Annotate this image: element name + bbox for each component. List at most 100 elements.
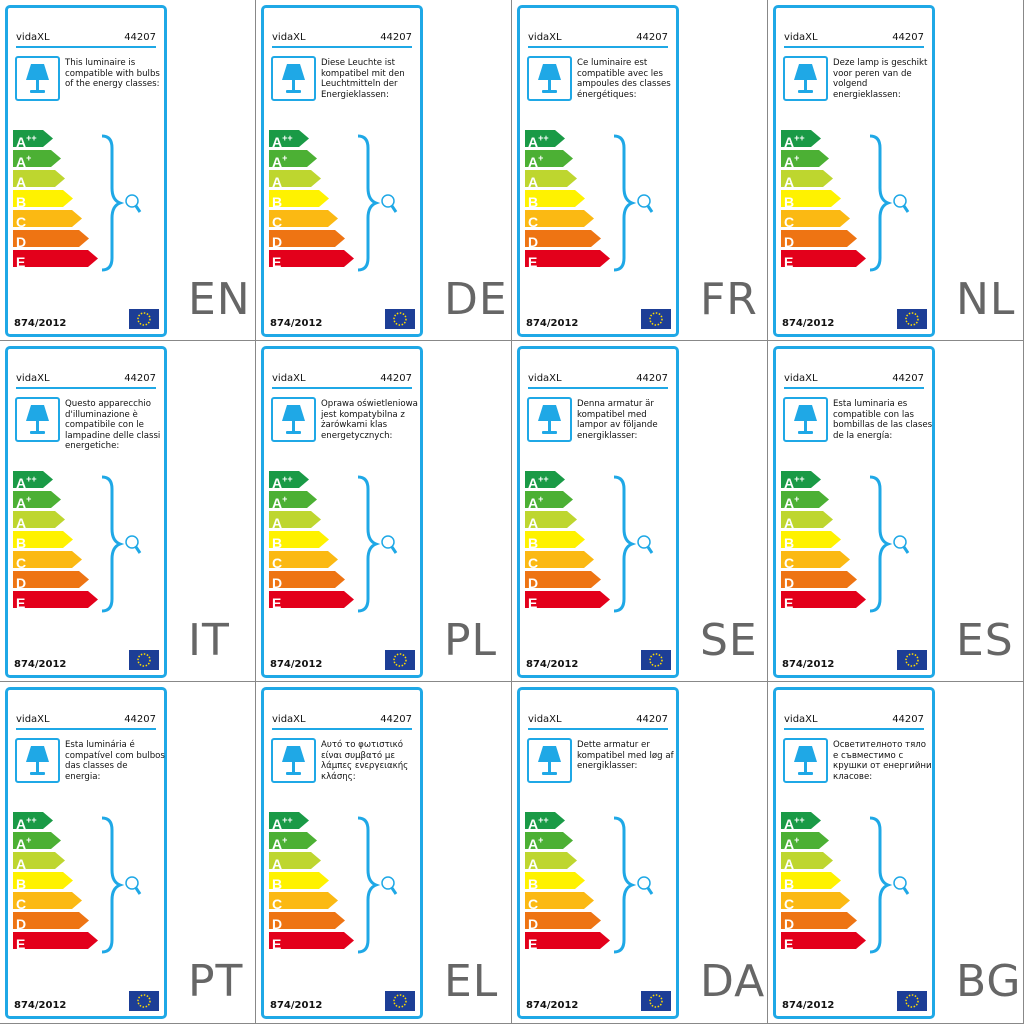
lamp-icon — [527, 738, 572, 783]
energy-class-bar: A+ — [525, 832, 573, 849]
regulation-number: 874/2012 — [14, 1000, 67, 1011]
eu-flag-icon — [129, 991, 159, 1011]
compatibility-text: Αυτό το φωτιστικό είναι συμβατό με λάμπε… — [321, 740, 409, 782]
label-cell-nl: vidaXL 44207 Deze lamp is geschikt voor p… — [768, 0, 1024, 341]
product-code: 44207 — [892, 373, 924, 384]
compatibility-text: Deze lamp is geschikt voor peren van de … — [833, 58, 928, 100]
brace-bulb-icon — [357, 816, 398, 954]
energy-class-bar: E — [269, 591, 354, 608]
language-code: NL — [956, 274, 1016, 325]
energy-class-bar: C — [269, 892, 338, 909]
lamp-icon — [783, 56, 828, 101]
energy-class-bar: A++ — [525, 812, 565, 829]
energy-class-bar: B — [13, 190, 73, 207]
language-code: DA — [700, 956, 766, 1007]
energy-class-bar: B — [781, 190, 841, 207]
lamp-icon — [15, 56, 60, 101]
label-header: vidaXL 44207 — [528, 32, 668, 48]
energy-class-bar: D — [13, 571, 89, 588]
energy-class-bar: C — [525, 892, 594, 909]
energy-class-bar: C — [781, 892, 850, 909]
energy-class-bar: A+ — [781, 832, 829, 849]
brand: vidaXL — [784, 32, 818, 43]
eu-flag-icon — [129, 309, 159, 329]
energy-class-bar: A — [269, 170, 321, 187]
language-code: FR — [700, 274, 758, 325]
brace-bulb-icon — [613, 134, 654, 272]
energy-class-bar: A++ — [781, 812, 821, 829]
energy-class-bar: A — [13, 511, 65, 528]
product-code: 44207 — [124, 373, 156, 384]
energy-class-bar: A++ — [781, 130, 821, 147]
energy-class-bar: B — [525, 531, 585, 548]
label-cell-de: vidaXL 44207 Diese Leuchte ist kompatibel… — [256, 0, 512, 341]
energy-class-bar: B — [525, 872, 585, 889]
regulation-number: 874/2012 — [782, 1000, 835, 1011]
regulation-number: 874/2012 — [270, 659, 323, 670]
energy-label-card: vidaXL 44207 Questo apparecchio d'illumin… — [5, 346, 167, 678]
label-header: vidaXL 44207 — [784, 32, 924, 48]
regulation-number: 874/2012 — [14, 659, 67, 670]
energy-class-bar: C — [13, 210, 82, 227]
energy-class-bar: C — [269, 551, 338, 568]
energy-class-bar: B — [269, 190, 329, 207]
energy-class-bar: D — [525, 912, 601, 929]
energy-class-bar: A+ — [781, 150, 829, 167]
language-code: DE — [444, 274, 508, 325]
energy-class-bar: A+ — [13, 832, 61, 849]
energy-label-card: vidaXL 44207 Dette armatur er kompatibel … — [517, 687, 679, 1019]
energy-label-card: vidaXL 44207 Осветителното тяло е съвмест… — [773, 687, 935, 1019]
energy-class-bar: A — [525, 170, 577, 187]
energy-class-bar: B — [13, 872, 73, 889]
label-header: vidaXL 44207 — [784, 714, 924, 730]
energy-class-bar: E — [13, 250, 98, 267]
label-cell-da: vidaXL 44207 Dette armatur er kompatibel … — [512, 682, 768, 1024]
energy-class-bar: D — [525, 230, 601, 247]
label-header: vidaXL 44207 — [528, 373, 668, 389]
product-code: 44207 — [124, 32, 156, 43]
energy-label-card: vidaXL 44207 Ce luminaire est compatible … — [517, 5, 679, 337]
label-cell-pl: vidaXL 44207 Oprawa oświetleniowa jest ko… — [256, 341, 512, 682]
label-cell-pt: vidaXL 44207 Esta luminária é compatível … — [0, 682, 256, 1024]
brand: vidaXL — [272, 373, 306, 384]
energy-class-bar: C — [525, 210, 594, 227]
compatibility-text: Осветителното тяло е съвместимо с крушки… — [833, 740, 932, 782]
energy-class-bar: A — [269, 511, 321, 528]
energy-class-bar: A++ — [13, 812, 53, 829]
brand: vidaXL — [528, 714, 562, 725]
energy-class-bar: A+ — [525, 491, 573, 508]
compatibility-text: Esta luminária é compatível com bulbos d… — [65, 740, 165, 782]
compatibility-text: This luminaire is compatible with bulbs … — [65, 58, 160, 89]
energy-label-card: vidaXL 44207 This luminaire is compatible… — [5, 5, 167, 337]
product-code: 44207 — [892, 32, 924, 43]
energy-class-bar: E — [781, 932, 866, 949]
language-code: SE — [700, 615, 758, 666]
regulation-number: 874/2012 — [270, 318, 323, 329]
compatibility-text: Dette armatur er kompatibel med løg af e… — [577, 740, 674, 771]
energy-class-bar: E — [781, 250, 866, 267]
language-code: IT — [188, 615, 230, 666]
label-cell-se: vidaXL 44207 Denna armatur är kompatibel … — [512, 341, 768, 682]
energy-class-bar: D — [525, 571, 601, 588]
label-header: vidaXL 44207 — [784, 373, 924, 389]
eu-flag-icon — [897, 650, 927, 670]
label-cell-it: vidaXL 44207 Questo apparecchio d'illumin… — [0, 341, 256, 682]
product-code: 44207 — [380, 714, 412, 725]
energy-class-bar: E — [269, 250, 354, 267]
energy-class-bar: D — [781, 912, 857, 929]
eu-flag-icon — [897, 309, 927, 329]
energy-class-bar: D — [781, 571, 857, 588]
energy-class-bar: A — [13, 852, 65, 869]
brace-bulb-icon — [869, 475, 910, 613]
energy-class-bar: D — [13, 912, 89, 929]
label-cell-es: vidaXL 44207 Esta luminaria es compatible… — [768, 341, 1024, 682]
energy-class-bar: B — [269, 531, 329, 548]
energy-class-bar: A+ — [269, 491, 317, 508]
regulation-number: 874/2012 — [526, 1000, 579, 1011]
energy-label-card: vidaXL 44207 Denna armatur är kompatibel … — [517, 346, 679, 678]
brand: vidaXL — [16, 373, 50, 384]
product-code: 44207 — [636, 32, 668, 43]
lamp-icon — [271, 56, 316, 101]
energy-class-bar: C — [269, 210, 338, 227]
energy-label-card: vidaXL 44207 Αυτό το φωτιστικό είναι συμβ… — [261, 687, 423, 1019]
